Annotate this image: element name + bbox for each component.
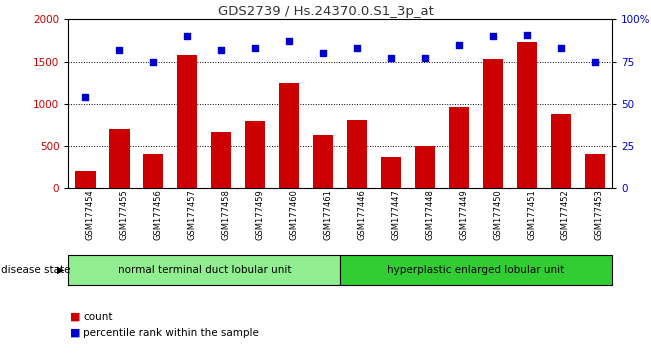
Bar (551, 114, 571, 188)
Text: normal terminal duct lobular unit: normal terminal duct lobular unit (117, 265, 291, 275)
Point (250, 45, 260, 51)
Text: GSM177459: GSM177459 (255, 189, 264, 240)
Point (318, 50, 328, 56)
Bar (313, 136, 333, 188)
Bar (245, 121, 266, 188)
Text: GSM177451: GSM177451 (527, 189, 536, 240)
Text: GSM177453: GSM177453 (595, 189, 604, 240)
Point (284, 39, 294, 44)
Text: ■: ■ (70, 328, 80, 338)
Text: disease state: disease state (1, 265, 70, 275)
Text: ■: ■ (70, 312, 80, 322)
Point (590, 59, 600, 64)
Text: GDS2739 / Hs.24370.0.S1_3p_at: GDS2739 / Hs.24370.0.S1_3p_at (217, 5, 434, 18)
Bar (517, 42, 537, 188)
Point (148, 59, 158, 64)
Text: GSM177457: GSM177457 (187, 189, 196, 240)
Point (420, 55, 430, 61)
Point (352, 45, 363, 51)
Bar (75, 171, 96, 188)
Text: GSM177452: GSM177452 (561, 189, 570, 240)
Bar (449, 107, 469, 188)
Bar (177, 55, 197, 188)
Point (522, 32, 533, 38)
Text: GSM177446: GSM177446 (357, 189, 366, 240)
Text: GSM177454: GSM177454 (85, 189, 94, 240)
Point (454, 42, 464, 47)
Text: count: count (83, 312, 113, 322)
Bar (279, 84, 299, 188)
Point (80, 94, 90, 100)
Bar (211, 132, 232, 188)
Bar (381, 156, 401, 188)
Text: GSM177447: GSM177447 (391, 189, 400, 240)
Text: GSM177455: GSM177455 (119, 189, 128, 240)
Point (556, 45, 566, 51)
Bar (585, 154, 605, 188)
Text: GSM177448: GSM177448 (425, 189, 434, 240)
Point (182, 34, 193, 39)
Text: GSM177449: GSM177449 (459, 189, 468, 240)
Text: GSM177456: GSM177456 (153, 189, 162, 240)
Text: GSM177461: GSM177461 (323, 189, 332, 240)
Text: GSM177460: GSM177460 (289, 189, 298, 240)
Text: ▶: ▶ (57, 265, 64, 275)
Text: hyperplastic enlarged lobular unit: hyperplastic enlarged lobular unit (387, 265, 564, 275)
Bar (109, 129, 130, 188)
Bar (415, 147, 436, 188)
Point (488, 34, 498, 39)
Bar (483, 59, 503, 188)
Bar (143, 154, 163, 188)
Text: GSM177450: GSM177450 (493, 189, 502, 240)
Point (114, 47, 124, 53)
Bar (347, 120, 367, 188)
Point (216, 47, 227, 53)
Text: percentile rank within the sample: percentile rank within the sample (83, 328, 259, 338)
Text: GSM177458: GSM177458 (221, 189, 230, 240)
Point (386, 55, 396, 61)
